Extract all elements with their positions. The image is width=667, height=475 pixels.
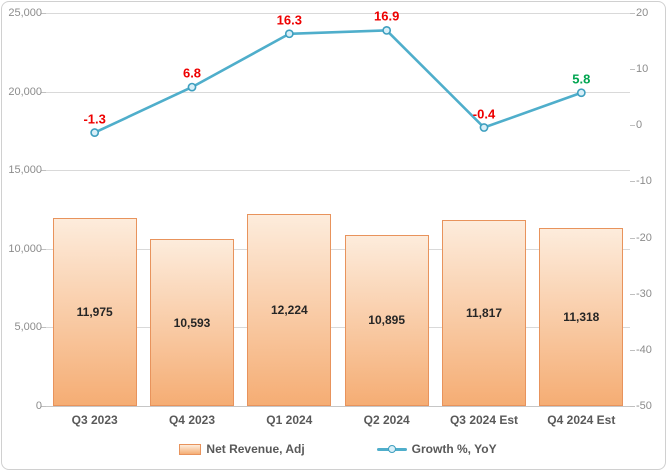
growth-value-label: -0.4 — [472, 106, 496, 122]
left-axis-tick-label: 15,000 — [8, 164, 42, 177]
data-point-marker — [90, 128, 100, 137]
right-axis-tick — [630, 125, 635, 127]
gridline — [46, 13, 630, 14]
right-axis-tick — [630, 349, 635, 351]
category-label: Q2 2024 — [363, 413, 410, 427]
data-point-marker — [284, 29, 294, 39]
left-axis-tick-label: 0 — [35, 400, 42, 412]
data-point-marker — [576, 88, 586, 98]
category-label: Q3 2024 Est — [449, 413, 519, 427]
category-label: Q1 2024 — [266, 413, 313, 427]
left-axis-tick-label: 10,000 — [8, 242, 42, 255]
gridline — [46, 406, 630, 407]
left-axis-tick — [41, 91, 46, 93]
left-axis-tick-label: 25,000 — [8, 7, 42, 19]
right-axis-tick-label: 0 — [636, 119, 643, 132]
growth-value-label: -1.3 — [83, 111, 106, 127]
gridline — [46, 170, 630, 172]
bar-value-label: 10,895 — [368, 313, 406, 328]
growth-value-label: 6.8 — [182, 65, 202, 81]
bar-value-label: 11,318 — [563, 310, 600, 325]
left-axis-tick — [41, 406, 46, 407]
right-axis-tick-label: 20 — [636, 7, 649, 19]
left-axis-tick — [41, 170, 46, 172]
right-axis-tick-label: -30 — [636, 287, 652, 300]
gridline — [46, 327, 630, 329]
gridline — [46, 91, 630, 93]
bar — [539, 228, 624, 406]
bar-value-label: 12,224 — [270, 302, 308, 317]
left-axis-tick-label: 5,000 — [14, 321, 42, 334]
category-label: Q4 2024 Est — [547, 413, 616, 427]
right-axis-tick-label: -50 — [636, 400, 652, 412]
bar-value-label: 11,975 — [76, 304, 113, 319]
bar — [52, 217, 137, 406]
data-point-marker — [479, 123, 489, 132]
growth-line-series — [90, 26, 586, 137]
right-axis-tick-label: -10 — [636, 175, 652, 188]
gridline — [46, 248, 630, 250]
plot-area: 11,975 10,593 12,224 10,895 11,817 11,318 -1.3… — [46, 9, 630, 407]
bar — [344, 234, 429, 406]
right-axis-tick-label: -40 — [636, 343, 652, 356]
bar-value-label: 10,593 — [173, 315, 211, 330]
line-series-marker-icon — [376, 443, 407, 455]
right-axis-tick — [630, 406, 635, 407]
legend-item-growth: Growth %, YoY — [376, 442, 497, 456]
data-point-marker — [187, 82, 197, 92]
category-label: Q4 2023 — [168, 413, 216, 427]
bar — [247, 213, 332, 406]
legend-label: Growth %, YoY — [411, 442, 497, 456]
growth-value-label: 5.8 — [572, 71, 591, 87]
right-axis-tick-label: 10 — [636, 63, 649, 76]
right-axis-tick — [630, 293, 635, 295]
right-axis-tick-label: -20 — [636, 231, 652, 244]
growth-value-label: 16.3 — [276, 12, 302, 28]
bar — [442, 220, 526, 406]
line-segment — [94, 29, 582, 134]
bar — [150, 239, 234, 406]
left-axis-tick — [41, 13, 46, 14]
right-axis-tick — [630, 181, 635, 183]
bar-series-swatch-icon — [179, 443, 202, 455]
legend-item-net-revenue: Net Revenue, Adj — [179, 442, 305, 456]
right-axis-tick — [630, 69, 635, 71]
legend-label: Net Revenue, Adj — [206, 442, 305, 456]
right-axis-tick — [630, 13, 635, 14]
right-axis-tick — [630, 237, 635, 239]
left-axis-tick — [41, 248, 46, 250]
growth-value-label: 16.9 — [374, 8, 400, 24]
legend: Net Revenue, Adj Growth %, YoY — [46, 439, 630, 459]
category-label: Q3 2023 — [71, 413, 118, 427]
left-axis-tick-label: 20,000 — [8, 85, 42, 98]
left-axis-tick — [41, 327, 46, 329]
bar-value-label: 11,817 — [465, 306, 503, 321]
data-point-marker — [382, 26, 392, 35]
